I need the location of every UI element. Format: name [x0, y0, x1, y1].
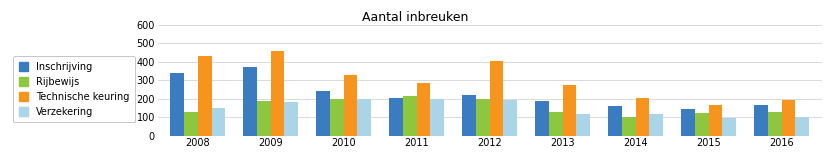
Bar [462, 95, 476, 136]
Bar [576, 114, 590, 136]
Bar [535, 101, 549, 136]
Bar [330, 99, 344, 136]
Bar [795, 117, 809, 136]
Bar [417, 83, 431, 136]
Bar [622, 117, 636, 136]
Bar [198, 56, 212, 136]
Bar [636, 98, 649, 136]
Bar [490, 61, 503, 136]
Bar [709, 105, 722, 136]
Bar [503, 100, 517, 136]
Bar [754, 105, 768, 136]
Bar [358, 99, 371, 136]
Bar [649, 114, 663, 136]
Bar [344, 75, 358, 136]
Bar [549, 112, 563, 136]
Bar [257, 101, 271, 136]
Bar [271, 51, 285, 136]
Bar [170, 73, 184, 136]
Text: Aantal inbreuken: Aantal inbreuken [362, 11, 468, 24]
Bar [285, 102, 298, 136]
Bar [681, 109, 695, 136]
Bar [695, 113, 709, 136]
Bar [389, 98, 403, 136]
Bar [403, 96, 417, 136]
Bar [431, 99, 444, 136]
Bar [782, 100, 795, 136]
Bar [212, 108, 225, 136]
Bar [608, 106, 622, 136]
Bar [563, 85, 576, 136]
Bar [476, 99, 490, 136]
Bar [184, 112, 198, 136]
Legend: Inschrijving, Rijbewijs, Technische keuring, Verzekering: Inschrijving, Rijbewijs, Technische keur… [12, 56, 135, 122]
Bar [316, 91, 330, 136]
Bar [243, 67, 257, 136]
Bar [768, 112, 782, 136]
Bar [722, 118, 736, 136]
